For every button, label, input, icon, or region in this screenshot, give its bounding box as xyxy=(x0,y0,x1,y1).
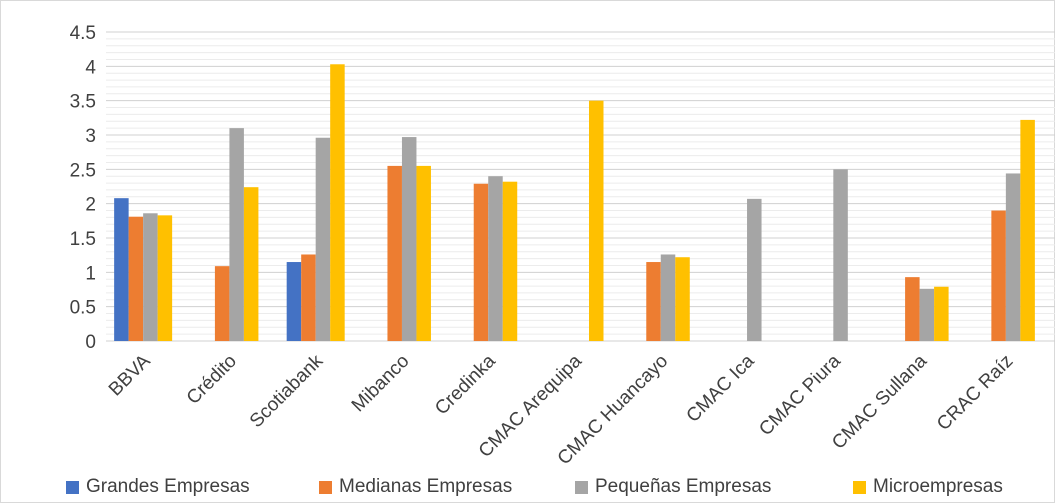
legend-item: Medianas Empresas xyxy=(319,474,512,500)
bar xyxy=(229,128,244,341)
y-tick-label: 0.5 xyxy=(70,298,96,319)
y-tick-label: 4.5 xyxy=(70,23,96,44)
bar xyxy=(243,187,259,341)
bar xyxy=(143,213,158,341)
y-tick-label: 1 xyxy=(85,263,96,284)
legend-swatch xyxy=(575,480,588,494)
legend: Grandes Empresas Medianas Empresas Pequeña… xyxy=(0,474,1055,500)
bar xyxy=(747,198,762,341)
bar xyxy=(589,100,604,342)
bar xyxy=(315,137,331,341)
y-tick-label: 1.5 xyxy=(70,229,96,250)
legend-item: Pequeñas Empresas xyxy=(575,474,771,500)
bar xyxy=(991,210,1006,341)
category-label: BBVA xyxy=(105,350,155,400)
category-label: CRAC Raíz xyxy=(933,351,1017,435)
bar xyxy=(660,254,676,341)
legend-item: Microempresas xyxy=(853,474,1003,500)
bar xyxy=(905,277,920,341)
bar xyxy=(128,216,144,341)
bar xyxy=(473,183,489,341)
bar xyxy=(114,198,129,341)
legend-swatch xyxy=(853,480,866,494)
bar xyxy=(301,254,316,341)
bar xyxy=(157,215,173,341)
bar xyxy=(416,165,431,341)
category-label: Mibanco xyxy=(348,351,414,417)
bar xyxy=(934,286,949,341)
bar xyxy=(1020,119,1035,341)
legend-label: Microempresas xyxy=(873,476,1003,497)
category-label: Scotiabank xyxy=(246,350,328,432)
bar xyxy=(646,262,661,341)
legend-label: Grandes Empresas xyxy=(86,476,250,497)
y-axis-tick-labels: 0 0.5 1 1.5 2 2.5 3 3.5 4 4.5 xyxy=(70,23,97,353)
y-tick-label: 2 xyxy=(85,195,96,216)
bar xyxy=(675,257,690,341)
y-tick-label: 2.5 xyxy=(70,160,96,181)
bar-chart: 0 0.5 1 1.5 2 2.5 3 3.5 4 4.5 BBVA Crédito Scotiaba… xyxy=(70,23,1055,469)
bars xyxy=(114,64,1035,342)
bar xyxy=(1005,173,1021,341)
bar xyxy=(214,266,230,341)
legend-label: Pequeñas Empresas xyxy=(595,476,772,497)
y-tick-label: 0 xyxy=(85,332,96,353)
y-tick-label: 4 xyxy=(85,57,96,78)
bar xyxy=(488,176,503,341)
category-label: Crédito xyxy=(183,351,241,409)
legend-label: Medianas Empresas xyxy=(339,476,513,497)
legend-swatch xyxy=(66,480,79,494)
bar xyxy=(401,137,417,341)
gridlines xyxy=(106,31,1055,342)
category-label: Credinka xyxy=(431,350,500,419)
bar xyxy=(502,181,518,341)
category-label: CMAC Ica xyxy=(683,350,759,426)
y-tick-label: 3.5 xyxy=(70,92,96,113)
bar xyxy=(330,64,345,342)
bar xyxy=(833,169,848,341)
category-labels: BBVA Crédito Scotiabank Mibanco Credinka CMAC… xyxy=(105,350,1017,469)
bar xyxy=(919,288,935,341)
legend-item: Grandes Empresas xyxy=(66,474,250,500)
bar xyxy=(387,165,402,341)
y-tick-label: 3 xyxy=(85,126,96,147)
bar xyxy=(286,262,302,341)
legend-swatch xyxy=(319,480,332,494)
category-label: CMAC Piura xyxy=(755,350,845,440)
